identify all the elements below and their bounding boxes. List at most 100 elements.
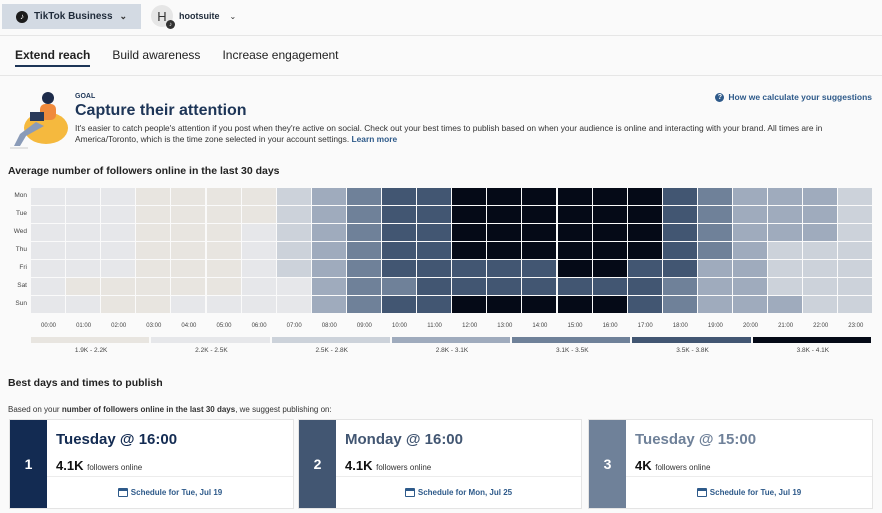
heatmap-cell[interactable]: [241, 278, 276, 295]
heatmap-cell[interactable]: [768, 188, 803, 205]
heatmap-cell[interactable]: [697, 188, 732, 205]
heatmap-cell[interactable]: [346, 278, 381, 295]
heatmap-cell[interactable]: [311, 188, 346, 205]
heatmap-cell[interactable]: [487, 242, 522, 259]
heatmap-cell[interactable]: [241, 188, 276, 205]
heatmap-cell[interactable]: [101, 188, 136, 205]
heatmap-cell[interactable]: [346, 296, 381, 313]
heatmap-cell[interactable]: [592, 206, 627, 223]
heatmap-cell[interactable]: [241, 242, 276, 259]
heatmap-cell[interactable]: [346, 224, 381, 241]
heatmap-cell[interactable]: [452, 224, 487, 241]
heatmap-cell[interactable]: [452, 260, 487, 277]
heatmap-cell[interactable]: [697, 296, 732, 313]
heatmap-cell[interactable]: [417, 206, 452, 223]
heatmap-cell[interactable]: [803, 188, 838, 205]
heatmap-cell[interactable]: [838, 260, 873, 277]
heatmap-cell[interactable]: [697, 242, 732, 259]
heatmap-cell[interactable]: [557, 224, 592, 241]
schedule-button[interactable]: Schedule for Tue, Jul 19: [47, 476, 293, 508]
heatmap-cell[interactable]: [276, 206, 311, 223]
heatmap-cell[interactable]: [31, 296, 65, 313]
heatmap-cell[interactable]: [171, 206, 206, 223]
heatmap-cell[interactable]: [276, 224, 311, 241]
heatmap-cell[interactable]: [733, 278, 767, 295]
heatmap-cell[interactable]: [768, 278, 803, 295]
heatmap-cell[interactable]: [171, 188, 206, 205]
heatmap-cell[interactable]: [487, 278, 522, 295]
heatmap-cell[interactable]: [522, 296, 557, 313]
heatmap-cell[interactable]: [276, 296, 311, 313]
heatmap-cell[interactable]: [311, 260, 346, 277]
heatmap-cell[interactable]: [382, 260, 416, 277]
heatmap-cell[interactable]: [803, 224, 838, 241]
heatmap-cell[interactable]: [66, 224, 101, 241]
heatmap-cell[interactable]: [522, 224, 557, 241]
heatmap-cell[interactable]: [803, 242, 838, 259]
heatmap-cell[interactable]: [31, 188, 65, 205]
heatmap-cell[interactable]: [136, 242, 171, 259]
heatmap-cell[interactable]: [557, 188, 592, 205]
heatmap-cell[interactable]: [733, 242, 767, 259]
tab-increase-engagement[interactable]: Increase engagement: [222, 48, 339, 62]
heatmap-cell[interactable]: [803, 278, 838, 295]
heatmap-cell[interactable]: [31, 260, 65, 277]
heatmap-cell[interactable]: [101, 296, 136, 313]
heatmap-cell[interactable]: [662, 188, 697, 205]
heatmap-cell[interactable]: [838, 278, 873, 295]
heatmap-cell[interactable]: [101, 242, 136, 259]
heatmap-cell[interactable]: [487, 188, 522, 205]
heatmap-cell[interactable]: [171, 260, 206, 277]
heatmap-cell[interactable]: [733, 188, 767, 205]
heatmap-cell[interactable]: [592, 188, 627, 205]
heatmap-cell[interactable]: [241, 206, 276, 223]
heatmap-cell[interactable]: [627, 260, 662, 277]
heatmap-cell[interactable]: [452, 188, 487, 205]
heatmap-cell[interactable]: [171, 278, 206, 295]
heatmap-cell[interactable]: [522, 242, 557, 259]
heatmap-cell[interactable]: [276, 242, 311, 259]
heatmap-cell[interactable]: [487, 206, 522, 223]
heatmap-cell[interactable]: [417, 224, 452, 241]
heatmap-cell[interactable]: [311, 224, 346, 241]
heatmap-cell[interactable]: [276, 188, 311, 205]
heatmap-cell[interactable]: [276, 260, 311, 277]
heatmap-cell[interactable]: [803, 260, 838, 277]
heatmap-cell[interactable]: [382, 242, 416, 259]
heatmap-cell[interactable]: [733, 224, 767, 241]
heatmap-cell[interactable]: [101, 260, 136, 277]
heatmap-cell[interactable]: [311, 206, 346, 223]
tab-extend-reach[interactable]: Extend reach: [15, 48, 91, 67]
heatmap-cell[interactable]: [662, 242, 697, 259]
heatmap-cell[interactable]: [417, 278, 452, 295]
heatmap-cell[interactable]: [206, 242, 241, 259]
heatmap-cell[interactable]: [417, 296, 452, 313]
heatmap-cell[interactable]: [838, 224, 873, 241]
heatmap-cell[interactable]: [557, 260, 592, 277]
heatmap-cell[interactable]: [171, 296, 206, 313]
heatmap-cell[interactable]: [452, 278, 487, 295]
heatmap-cell[interactable]: [206, 224, 241, 241]
heatmap-cell[interactable]: [346, 260, 381, 277]
account-selector[interactable]: ♪ TikTok Business ⌄: [2, 4, 141, 29]
heatmap-cell[interactable]: [31, 242, 65, 259]
heatmap-cell[interactable]: [627, 188, 662, 205]
tab-build-awareness[interactable]: Build awareness: [112, 48, 201, 62]
heatmap-cell[interactable]: [136, 278, 171, 295]
heatmap-cell[interactable]: [592, 260, 627, 277]
heatmap-cell[interactable]: [206, 278, 241, 295]
heatmap-cell[interactable]: [382, 224, 416, 241]
heatmap-cell[interactable]: [206, 188, 241, 205]
heatmap-cell[interactable]: [697, 206, 732, 223]
heatmap-cell[interactable]: [662, 206, 697, 223]
heatmap-cell[interactable]: [768, 242, 803, 259]
org-selector[interactable]: H ♪ hootsuite ⌄: [151, 5, 236, 29]
heatmap-cell[interactable]: [557, 278, 592, 295]
heatmap-cell[interactable]: [662, 260, 697, 277]
heatmap-cell[interactable]: [522, 260, 557, 277]
heatmap-cell[interactable]: [382, 278, 416, 295]
heatmap-cell[interactable]: [346, 242, 381, 259]
heatmap-cell[interactable]: [206, 296, 241, 313]
heatmap-cell[interactable]: [522, 278, 557, 295]
heatmap-cell[interactable]: [557, 206, 592, 223]
